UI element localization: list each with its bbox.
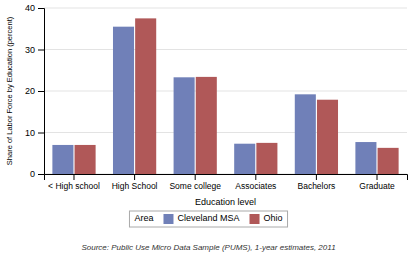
bar (317, 100, 338, 174)
y-axis-title: Share of Labor Force by Education (perce… (5, 16, 14, 165)
grid (44, 8, 407, 174)
series (52, 27, 376, 174)
grid-line (44, 91, 407, 92)
x-tick: High School (112, 174, 158, 191)
x-tick-label: < High school (48, 181, 100, 191)
grid-line (44, 49, 407, 50)
x-tick-mark (377, 174, 378, 180)
y-tick-mark (38, 174, 44, 175)
bar (75, 145, 96, 174)
y-tick: 30 (25, 45, 44, 55)
y-axis-line (38, 9, 45, 175)
chart: 0 10 20 30 40 < High school High School Some co… (0, 0, 417, 258)
legend: Area Cleveland MSA Ohio (129, 211, 287, 227)
x-tick: Associates (235, 174, 276, 191)
bar (135, 18, 156, 174)
x-tick: Some college (169, 174, 221, 191)
bars (52, 18, 398, 174)
y-tick-label: 0 (30, 169, 35, 179)
plot: 0 10 20 30 40 < High school High School Some co… (25, 3, 408, 191)
y-tick-mark (38, 50, 44, 51)
y-tick-label: 10 (25, 128, 35, 138)
source-note: Source: Public Use Micro Data Sample (PU… (81, 243, 335, 252)
bar (295, 94, 316, 174)
bar (256, 143, 277, 174)
x-tick-label: Bachelors (297, 181, 335, 191)
y-tick-mark (38, 8, 44, 9)
x-tick-label: Some college (169, 181, 221, 191)
x-tick-mark (73, 174, 74, 180)
x-axis: < High school High School Some college Asso… (45, 174, 408, 191)
x-tick: Graduate (359, 174, 395, 191)
y-tick-mark (38, 91, 44, 92)
y-tick: 0 (30, 169, 44, 179)
x-tick-mark (134, 174, 135, 180)
legend-label: Ohio (264, 213, 283, 223)
x-tick-mark (195, 174, 196, 180)
y-tick-mark (38, 133, 44, 134)
grid-line (44, 8, 407, 9)
x-tick: Bachelors (297, 174, 335, 191)
bar (234, 144, 255, 174)
y-tick: 20 (25, 86, 44, 96)
x-tick-label: Associates (235, 181, 276, 191)
x-tick: < High school (48, 174, 100, 191)
x-axis-line (45, 175, 408, 181)
y-tick-label: 40 (25, 3, 35, 13)
y-axis: 0 10 20 30 40 (25, 3, 45, 179)
bar (355, 142, 376, 174)
legend-title: Area (134, 213, 153, 223)
legend-items: Area Cleveland MSA Ohio (134, 213, 282, 224)
bar (174, 77, 195, 174)
legend-label: Cleveland MSA (177, 213, 239, 223)
x-tick-label: Graduate (359, 181, 395, 191)
x-tick-label: High School (112, 181, 158, 191)
y-tick: 40 (25, 3, 44, 13)
bar (113, 27, 134, 174)
legend-frame (129, 211, 287, 227)
legend-swatch (250, 214, 260, 224)
x-tick-mark (255, 174, 256, 180)
bar (196, 77, 217, 174)
y-tick: 10 (25, 128, 44, 138)
x-axis-title: Education level (195, 197, 256, 207)
y-tick-label: 20 (25, 86, 35, 96)
y-tick-label: 30 (25, 45, 35, 55)
x-tick-mark (316, 174, 317, 180)
legend-swatch (163, 214, 173, 224)
series (75, 18, 399, 174)
bar (378, 148, 399, 174)
bar (52, 145, 73, 174)
grid-line (44, 132, 407, 133)
